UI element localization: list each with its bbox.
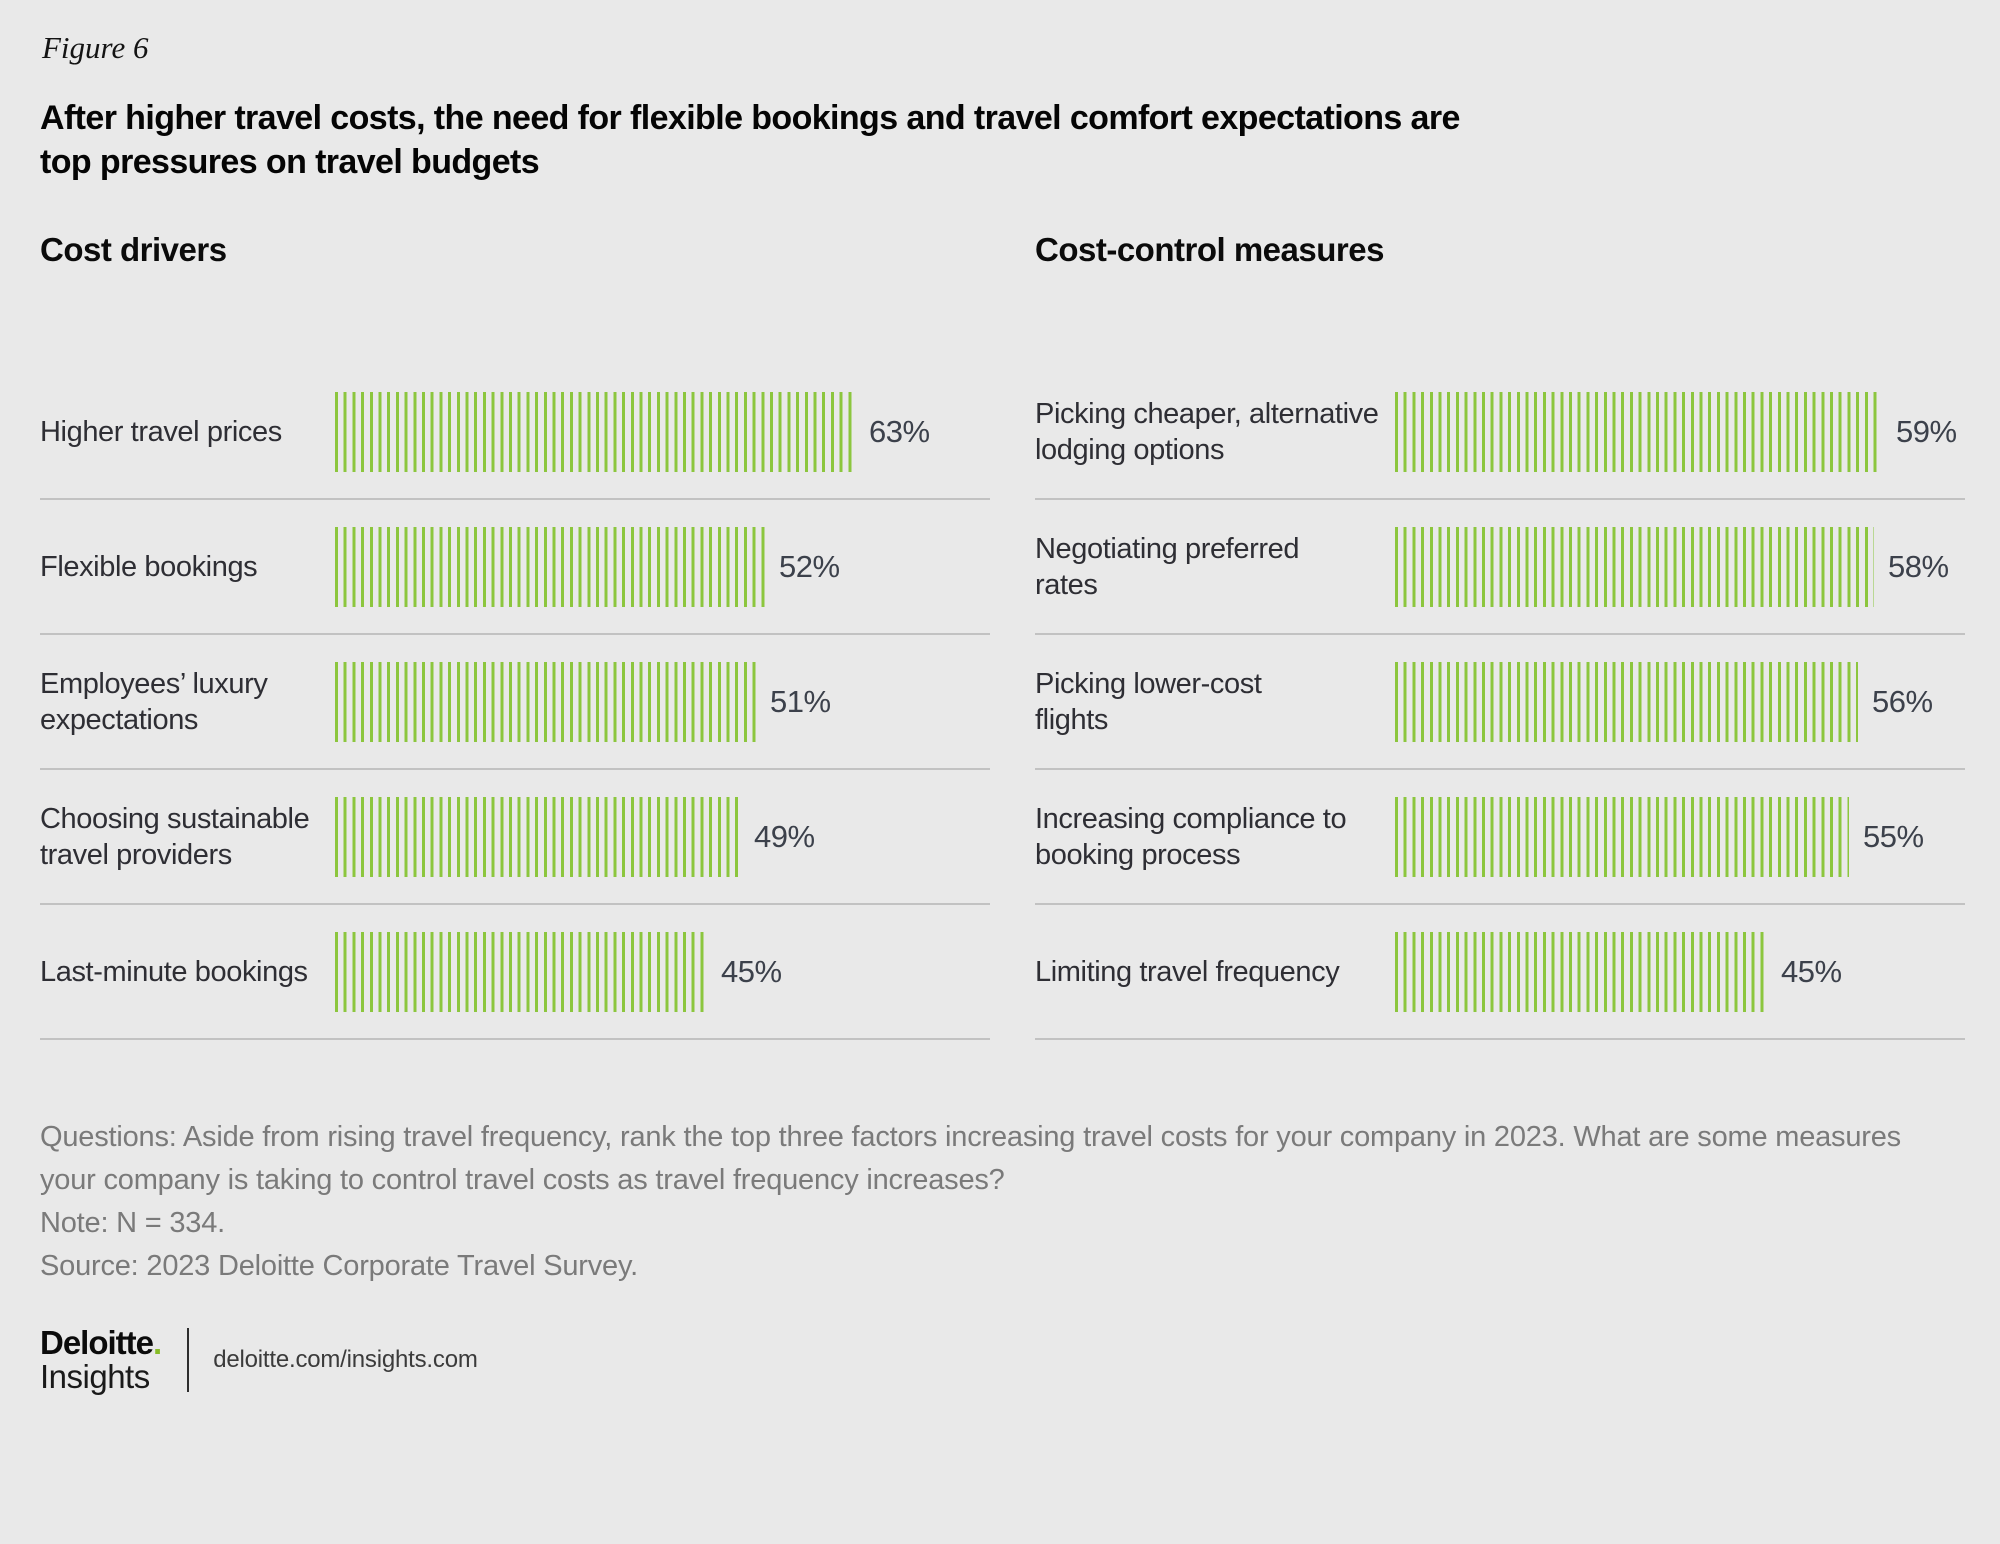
bar-rows-cost-control-measures: Picking cheaper, alternative lodging opt…: [1035, 365, 1965, 1040]
chart-row: Last-minute bookings 45%: [40, 905, 990, 1040]
figure-title: After higher travel costs, the need for …: [40, 99, 1460, 181]
chart-row: Employees’ luxury expectations 51%: [40, 635, 990, 770]
value-label: 45%: [1781, 953, 1842, 989]
striped-bar: [335, 391, 855, 472]
striped-bar: [335, 796, 740, 877]
logo-brand-text: Deloitte: [40, 1324, 154, 1361]
panel-header-cost-drivers: Cost drivers: [40, 231, 227, 268]
striped-bar: [1395, 796, 1849, 877]
striped-bar: [335, 526, 765, 607]
row-label: Increasing compliance to booking process: [1035, 802, 1347, 871]
logo-wordmark: Deloitte. Insights: [40, 1324, 162, 1395]
value-label: 55%: [1863, 818, 1924, 854]
logo-green-dot: .: [153, 1324, 162, 1361]
footer-note: Note: N = 334.: [40, 1207, 226, 1239]
footer-questions: Questions: Aside from rising travel freq…: [40, 1121, 1901, 1196]
panel-cost-control-measures: Cost-control measures Picking cheaper, a…: [1035, 230, 1965, 1040]
striped-bar: [1395, 931, 1767, 1012]
chart-row: Increasing compliance to booking process…: [1035, 770, 1965, 905]
row-label: Last-minute bookings: [40, 955, 308, 988]
striped-bar: [1395, 526, 1874, 607]
value-label: 49%: [754, 818, 815, 854]
chart-row: Picking lower-cost flights 56%: [1035, 635, 1965, 770]
logo-url: deloitte.com/insights.com: [213, 1346, 478, 1373]
chart-row: Higher travel prices 63%: [40, 365, 990, 500]
footer-notes: Questions: Aside from rising travel freq…: [40, 1116, 1970, 1288]
striped-bar: [1395, 391, 1882, 472]
row-label: Higher travel prices: [40, 415, 282, 448]
value-label: 52%: [779, 548, 840, 584]
value-label: 58%: [1888, 548, 1949, 584]
logo-divider-line: [187, 1328, 190, 1392]
striped-bar: [335, 931, 707, 1012]
footer-source: Source: 2023 Deloitte Corporate Travel S…: [40, 1250, 638, 1282]
logo-brand: Deloitte.: [40, 1324, 162, 1361]
chart-row: Picking cheaper, alternative lodging opt…: [1035, 365, 1965, 500]
logo-sub-text: Insights: [40, 1358, 150, 1395]
figure-label: Figure 6: [42, 30, 149, 65]
row-label: Employees’ luxury expectations: [40, 667, 268, 736]
chart-row: Negotiating preferred rates 58%: [1035, 500, 1965, 635]
striped-bar: [335, 661, 756, 742]
bar-rows-cost-drivers: Higher travel prices 63% Flexible bookings…: [40, 365, 990, 1040]
panel-cost-drivers: Cost drivers Higher travel prices 63% Flex…: [40, 230, 990, 1040]
value-label: 59%: [1896, 413, 1957, 449]
row-label: Choosing sustainable travel providers: [40, 802, 310, 871]
value-label: 51%: [770, 683, 831, 719]
panel-header-cost-control-measures: Cost-control measures: [1035, 231, 1384, 268]
chart-row: Flexible bookings 52%: [40, 500, 990, 635]
chart-row: Limiting travel frequency 45%: [1035, 905, 1965, 1040]
row-label: Limiting travel frequency: [1035, 955, 1340, 988]
chart-row: Choosing sustainable travel providers 49%: [40, 770, 990, 905]
deloitte-insights-logo: Deloitte. Insights deloitte.com/insights…: [40, 1326, 478, 1394]
value-label: 56%: [1872, 683, 1933, 719]
striped-bar: [1395, 661, 1858, 742]
value-label: 45%: [721, 953, 782, 989]
row-label: Negotiating preferred rates: [1035, 532, 1300, 601]
row-label: Picking cheaper, alternative lodging opt…: [1035, 397, 1379, 466]
row-label: Picking lower-cost flights: [1035, 667, 1262, 736]
value-label: 63%: [869, 413, 930, 449]
row-label: Flexible bookings: [40, 550, 258, 583]
